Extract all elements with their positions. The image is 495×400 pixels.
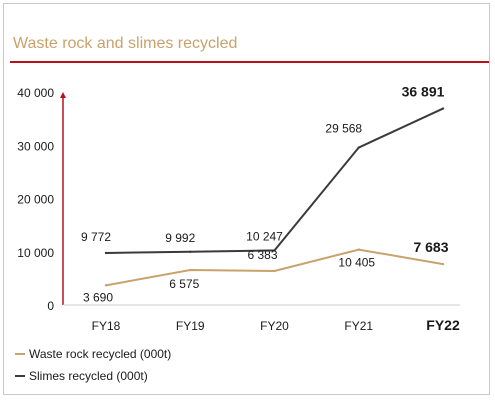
data-label-waste-rock: 6 383 [247, 248, 277, 262]
title-divider [10, 61, 489, 63]
y-tick-label: 20 000 [17, 193, 54, 207]
legend-swatch-waste-rock [15, 353, 25, 355]
data-point-slimes [441, 107, 445, 110]
data-point-slimes [189, 250, 192, 253]
y-axis-arrow [60, 92, 66, 98]
y-tick-label: 40 000 [17, 86, 54, 100]
chart-frame [3, 3, 490, 395]
legend: Waste rock recycled (000t) Slimes recycl… [15, 343, 171, 387]
chart-title: Waste rock and slimes recycled [13, 35, 238, 52]
data-label-slimes: 9 992 [165, 231, 195, 245]
data-label-slimes: 36 891 [402, 84, 445, 100]
x-tick-label: FY22 [426, 317, 460, 333]
legend-label-waste-rock: Waste rock recycled (000t) [29, 347, 172, 361]
legend-item-slimes: Slimes recycled (000t) [15, 365, 171, 387]
x-tick-label: FY18 [92, 319, 121, 333]
data-point-waste-rock [357, 248, 360, 251]
data-label-slimes: 29 568 [325, 122, 362, 136]
y-tick-label: 30 000 [17, 139, 54, 153]
data-label-waste-rock: 3 690 [83, 290, 113, 304]
legend-label-slimes: Slimes recycled (000t) [29, 369, 148, 383]
data-label-slimes: 9 772 [81, 230, 111, 244]
line-chart: 0 10 000 20 000 30 000 40 000 FY18 FY19 FY20 FY2… [17, 84, 460, 333]
data-label-waste-rock: 10 405 [338, 256, 375, 270]
legend-item-waste-rock: Waste rock recycled (000t) [15, 343, 171, 365]
data-point-waste-rock [104, 284, 108, 287]
legend-swatch-slimes [15, 375, 25, 377]
y-tick-label: 0 [47, 299, 54, 313]
data-point-slimes [273, 249, 276, 252]
data-point-slimes [357, 146, 360, 149]
data-label-waste-rock: 6 575 [169, 277, 199, 291]
x-tick-label: FY19 [176, 319, 205, 333]
data-label-waste-rock: 7 683 [413, 239, 448, 255]
data-label-slimes: 10 247 [246, 229, 283, 243]
data-point-waste-rock [189, 268, 192, 272]
data-point-waste-rock [273, 269, 276, 273]
y-tick-label: 10 000 [17, 246, 54, 260]
x-tick-label: FY21 [344, 319, 373, 333]
x-tick-label: FY20 [260, 319, 289, 333]
data-point-slimes [104, 251, 108, 255]
data-point-waste-rock [441, 262, 445, 266]
